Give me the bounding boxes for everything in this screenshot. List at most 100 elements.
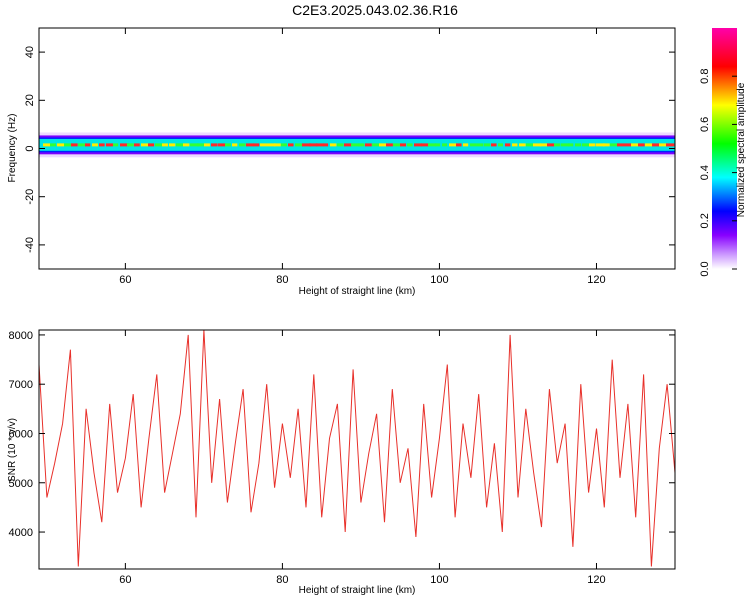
band-core [638, 143, 645, 147]
band-core [92, 143, 98, 147]
band-core [85, 143, 91, 147]
band-core [225, 143, 231, 147]
band-core [246, 143, 254, 147]
band-core [617, 143, 624, 147]
band-core [190, 143, 199, 147]
snr-y-tick-label: 5000 [9, 478, 33, 490]
band-core [449, 143, 458, 147]
snr-x-tick-label: 60 [119, 574, 131, 586]
colorbar-ticks: 0.0 0.2 0.4 0.6 0.8 [699, 69, 737, 277]
band-core [302, 143, 311, 147]
spectrogram-x-label: Height of straight line (km) [299, 286, 416, 297]
colorbar-tick-label: 0.2 [699, 213, 711, 228]
band-core [463, 143, 469, 147]
band-core [344, 143, 352, 147]
band-core [365, 143, 372, 147]
band-core [582, 143, 590, 147]
snr-x-tick-label: 100 [430, 574, 448, 586]
band-core [526, 143, 535, 147]
snr-panel: 60 80 100 120 4000 5000 6000 7000 8000 Height of… [7, 329, 676, 596]
band-core [43, 143, 51, 147]
spectrogram-y-tick-label: -40 [24, 237, 36, 253]
spectrogram-ticks: 60 80 100 120 40 20 0 -20 -40 [24, 28, 675, 286]
colorbar-tick-label: 0.0 [699, 261, 711, 276]
spectrogram-panel: 60 80 100 120 40 20 0 -20 -40 Height of straight… [7, 27, 676, 297]
spectrogram-x-tick-label: 60 [119, 274, 131, 286]
spectrogram-y-tick-label: 0 [24, 145, 36, 151]
snr-y-tick-label: 6000 [9, 428, 33, 440]
band-core [477, 143, 484, 147]
colorbar-gradient [712, 28, 737, 269]
band-core [141, 143, 149, 147]
band-core [624, 143, 632, 147]
band-core [666, 143, 675, 147]
band-core [491, 143, 497, 147]
band-core [589, 143, 596, 147]
band-core [162, 143, 168, 147]
snr-y-tick-label: 7000 [9, 379, 33, 391]
band-core [596, 143, 605, 147]
band-core [281, 143, 287, 147]
band-core [393, 143, 402, 147]
band-core [211, 143, 218, 147]
snr-ticks: 60 80 100 120 4000 5000 6000 7000 8000 [9, 330, 675, 586]
band-core [498, 143, 504, 147]
band-core [267, 143, 276, 147]
band-core [414, 143, 422, 147]
colorbar-label: Normalized spectral amplitude [736, 82, 747, 217]
band-core [78, 143, 87, 147]
band-core [106, 143, 113, 147]
band-core [176, 143, 185, 147]
band-core [519, 143, 526, 147]
band-core [540, 143, 549, 147]
spectrogram-band [39, 132, 675, 158]
colorbar-tick-label: 0.8 [699, 69, 711, 84]
band-core [204, 143, 210, 147]
snr-x-tick-label: 80 [276, 574, 288, 586]
band-core [442, 143, 448, 147]
band-core [575, 143, 582, 147]
figure-title: C2E3.2025.043.02.36.R16 [292, 2, 458, 18]
spectrogram-x-tick-label: 100 [430, 274, 448, 286]
snr-x-tick-label: 120 [587, 574, 605, 586]
band-core [218, 143, 226, 147]
spectrogram-y-tick-label: 40 [24, 46, 36, 58]
band-core [253, 143, 260, 147]
band-core [309, 143, 318, 147]
colorbar-tick-label: 0.6 [699, 117, 711, 132]
band-core [379, 143, 388, 147]
band-core [603, 143, 610, 147]
snr-y-tick-label: 4000 [9, 527, 33, 539]
band-core [652, 143, 661, 147]
band-core [428, 143, 437, 147]
band-core [99, 143, 105, 147]
band-core [232, 143, 238, 147]
band-core [547, 143, 555, 147]
band-core [484, 143, 491, 147]
band-core [505, 143, 511, 147]
band-core [323, 143, 329, 147]
band-core [274, 143, 281, 147]
band-core [148, 143, 155, 147]
band-core [372, 143, 381, 147]
band-core [435, 143, 441, 147]
band-core [239, 143, 246, 147]
band-core [554, 143, 561, 147]
band-core [169, 143, 176, 147]
band-core [64, 143, 73, 147]
band-core [659, 143, 668, 147]
band-core [120, 143, 129, 147]
band-core [260, 143, 267, 147]
band-core [316, 143, 324, 147]
band-core [610, 143, 619, 147]
colorbar: 0.0 0.2 0.4 0.6 0.8 Normalized spectral ampl… [699, 28, 747, 277]
snr-frame [38, 329, 676, 570]
band-core [57, 143, 65, 147]
snr-y-label: SNR (10 * v/v) [7, 418, 18, 482]
band-core [645, 143, 653, 147]
band-core [288, 143, 294, 147]
band-core [631, 143, 640, 147]
spectrogram-y-label: Frequency (Hz) [7, 114, 18, 183]
band-core [295, 143, 304, 147]
